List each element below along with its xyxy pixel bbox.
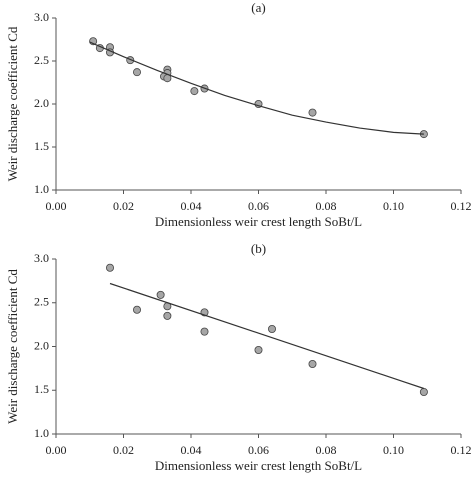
x-tick-label: 0.08 (316, 199, 337, 213)
data-point (132, 68, 141, 77)
y-tick-label: 1.5 (34, 382, 49, 396)
x-tick-label: 0.00 (46, 443, 67, 457)
fit-line (109, 282, 425, 390)
y-tick-label: 1.0 (34, 426, 49, 440)
chart-title: (b) (251, 241, 266, 256)
x-tick-label: 0.06 (248, 443, 269, 457)
data-point (254, 345, 263, 354)
y-tick-label: 2.0 (34, 96, 49, 110)
data-point (106, 263, 115, 272)
y-axis-label: Weir discharge coefficient Cd (5, 26, 20, 181)
data-point (308, 108, 317, 117)
y-tick-label: 3.0 (34, 251, 49, 265)
data-point (419, 387, 428, 396)
x-tick-label: 0.00 (46, 199, 67, 213)
x-tick-label: 0.10 (383, 443, 404, 457)
x-tick-label: 0.02 (113, 199, 134, 213)
data-point (156, 290, 165, 299)
data-point (132, 305, 141, 314)
y-tick-label: 3.0 (34, 10, 49, 24)
y-axis-label: Weir discharge coefficient Cd (5, 269, 20, 424)
x-axis-label: Dimensionless weir crest length SoBt/L (155, 458, 362, 473)
y-tick-label: 1.5 (34, 139, 49, 153)
x-tick-label: 0.10 (383, 199, 404, 213)
y-tick-label: 2.5 (34, 295, 49, 309)
x-tick-label: 0.12 (451, 443, 472, 457)
data-point (200, 327, 209, 336)
x-tick-label: 0.08 (316, 443, 337, 457)
x-tick-label: 0.12 (451, 199, 472, 213)
data-point (163, 311, 172, 320)
x-tick-label: 0.06 (248, 199, 269, 213)
fit-line (89, 41, 424, 135)
x-axis-label: Dimensionless weir crest length SoBt/L (155, 214, 362, 229)
y-tick-label: 2.5 (34, 53, 49, 67)
x-tick-label: 0.02 (113, 443, 134, 457)
y-tick-label: 1.0 (34, 182, 49, 196)
x-tick-label: 0.04 (181, 199, 202, 213)
data-point (308, 359, 317, 368)
y-tick-label: 2.0 (34, 338, 49, 352)
data-point (267, 324, 276, 333)
x-tick-label: 0.04 (181, 443, 202, 457)
chart-title: (a) (251, 0, 265, 15)
data-point (190, 87, 199, 96)
